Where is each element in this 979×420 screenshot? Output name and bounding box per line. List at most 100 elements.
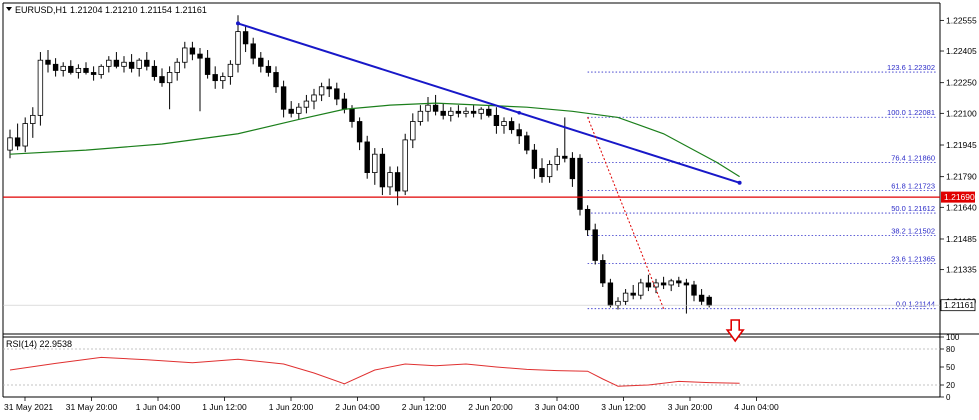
candle: [182, 41, 188, 69]
candle: [113, 52, 120, 69]
current-price-label: 1.21161: [944, 300, 974, 310]
rsi-tick-label: 80: [946, 345, 955, 354]
bull-candle-body: [311, 94, 317, 102]
rsi-tick-label: 50: [946, 363, 955, 372]
close-price: 1.21161: [175, 5, 207, 15]
bear-candle-body: [113, 59, 120, 67]
descending-trendline[interactable]: [237, 22, 740, 184]
time-axis[interactable]: 31 May 2021 31 May 20:00 1 Jun 04:00 1 Jun …: [4, 397, 779, 412]
candle: [98, 64, 104, 79]
price-tick-label: 1.22100: [946, 108, 977, 118]
candle: [303, 94, 310, 114]
bull-candle-body: [638, 282, 644, 296]
price-tick-label: 1.22405: [946, 46, 977, 56]
candle: [189, 41, 196, 61]
bull-candle-body: [615, 300, 621, 306]
bull-candle-body: [235, 31, 241, 65]
time-tick-label: 3 Jun 20:00: [668, 402, 713, 412]
candle: [128, 54, 135, 73]
bear-candle-body: [493, 114, 500, 126]
candle: [227, 60, 234, 85]
bull-candle-body: [478, 108, 484, 114]
bull-candle-body: [37, 59, 44, 116]
trendline-touch-point[interactable]: [517, 110, 521, 115]
candle: [584, 205, 591, 236]
triangle-down-icon[interactable]: [6, 7, 12, 11]
fib-level-label: 76.4 1.21860: [891, 153, 935, 162]
bear-candle-body: [569, 157, 576, 180]
bear-candle-body: [250, 43, 256, 59]
bear-candle-body: [280, 86, 287, 110]
candle: [394, 166, 401, 206]
candle: [668, 278, 674, 292]
bear-candle-body: [212, 74, 218, 82]
fibonacci-retracement[interactable]: 123.6 1.22302 100.0 1.22081 76.4 1.21860 61…: [587, 63, 937, 310]
candle: [622, 289, 629, 306]
bear-candle-body: [52, 63, 59, 71]
candle: [212, 66, 218, 89]
bear-candle-body: [334, 88, 340, 100]
candle: [698, 289, 705, 306]
candle: [60, 62, 66, 77]
support-line-group[interactable]: 1.21690: [3, 191, 975, 203]
bear-candle-body: [455, 110, 462, 114]
trendline-anchor-end[interactable]: [737, 180, 742, 185]
high-price: 1.21210: [105, 5, 138, 15]
bull-candle-body: [174, 61, 180, 73]
bear-candle-body: [349, 108, 355, 122]
rsi-tick-label: 0: [946, 393, 951, 402]
candle: [90, 66, 97, 81]
candle: [242, 25, 249, 53]
candle: [706, 295, 712, 308]
bear-candle-body: [356, 121, 363, 143]
trendline-group[interactable]: [236, 21, 742, 185]
time-tick-label: 1 Jun 20:00: [269, 402, 314, 412]
candle: [478, 107, 484, 120]
rsi-axis[interactable]: 100 80 50 20 0: [3, 333, 960, 402]
candle: [592, 223, 598, 265]
candle: [364, 135, 370, 179]
candle: [265, 60, 272, 77]
time-tick-label: 1 Jun 12:00: [202, 402, 247, 412]
rsi-tick-label: 100: [946, 333, 960, 342]
bear-candle-body: [45, 59, 51, 65]
bull-candle-body: [318, 86, 325, 96]
symbol-label: EURUSD,H1: [15, 5, 67, 15]
candle: [508, 117, 515, 134]
candle: [577, 154, 583, 216]
bear-candle-body: [90, 72, 97, 75]
candle: [463, 107, 469, 118]
bull-candle-body: [60, 65, 66, 71]
fib-level-label: 61.8 1.21723: [891, 181, 935, 190]
candle: [372, 148, 378, 185]
bear-candle-body: [592, 229, 598, 261]
candle: [516, 123, 522, 144]
fib-level-label: 123.6 1.22302: [887, 63, 935, 72]
low-price: 1.21154: [140, 5, 172, 15]
open-price: 1.21204: [70, 5, 103, 15]
bear-candle-body: [159, 76, 165, 84]
bear-candle-body: [364, 141, 370, 173]
bull-candle-body: [182, 47, 188, 63]
candle: [410, 113, 416, 149]
candle: [45, 49, 51, 73]
candle: [52, 58, 59, 77]
candle: [493, 107, 500, 134]
bull-candle-body: [622, 292, 629, 302]
price-tick-label: 1.21790: [946, 172, 977, 182]
time-tick-label: 3 Jun 12:00: [601, 402, 646, 412]
candle: [106, 56, 112, 73]
bear-candle-body: [204, 57, 211, 75]
bull-candle-body: [220, 76, 226, 82]
candle: [121, 56, 127, 73]
bear-candle-body: [151, 65, 158, 77]
candle: [174, 58, 180, 81]
candle: [204, 49, 211, 79]
bear-candle-body: [242, 31, 249, 45]
bear-candle-body: [676, 280, 682, 284]
support-price-label: 1.21690: [944, 192, 975, 202]
bear-candle-body: [531, 149, 538, 169]
trendline-anchor-start[interactable]: [236, 21, 240, 26]
